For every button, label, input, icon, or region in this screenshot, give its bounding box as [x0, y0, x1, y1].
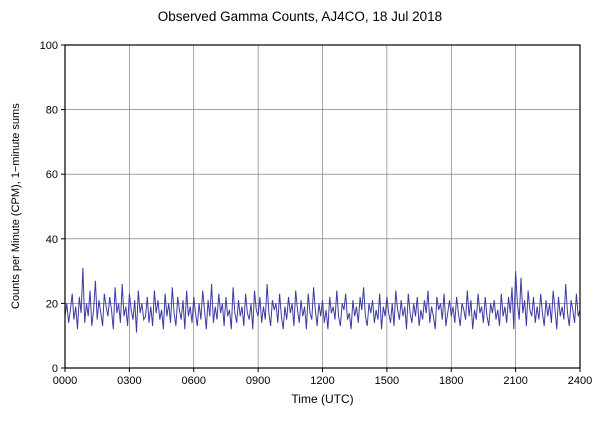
- chart-title: Observed Gamma Counts, AJ4CO, 18 Jul 201…: [157, 9, 443, 24]
- y-tick-label: 20: [46, 298, 58, 310]
- series-line-gamma-counts: [64, 267, 581, 333]
- axis-ticks: [61, 44, 581, 372]
- x-tick-label: 0600: [182, 375, 206, 387]
- y-tick-label: 60: [46, 169, 58, 181]
- x-tick-label: 2100: [503, 375, 527, 387]
- x-tick-label: 0300: [117, 375, 141, 387]
- x-tick-label: 0000: [53, 375, 77, 387]
- tick-labels: 0000 0300 0600 0900 1200 1500 1800 2100 2400 0 20 4…: [40, 40, 593, 387]
- x-axis-label: Time (UTC): [291, 392, 354, 406]
- x-tick-label: 0900: [246, 375, 270, 387]
- y-tick-label: 100: [40, 40, 58, 52]
- x-tick-label: 1800: [439, 375, 463, 387]
- y-tick-label: 80: [46, 105, 58, 117]
- y-tick-label: 40: [46, 234, 58, 246]
- y-tick-label: 0: [52, 363, 58, 375]
- chart-grid: [64, 44, 581, 369]
- y-axis-label: Counts per Minute (CPM), 1−minute sums: [10, 103, 22, 310]
- x-tick-label: 1500: [375, 375, 399, 387]
- x-tick-label: 1200: [310, 375, 334, 387]
- x-tick-label: 2400: [568, 375, 592, 387]
